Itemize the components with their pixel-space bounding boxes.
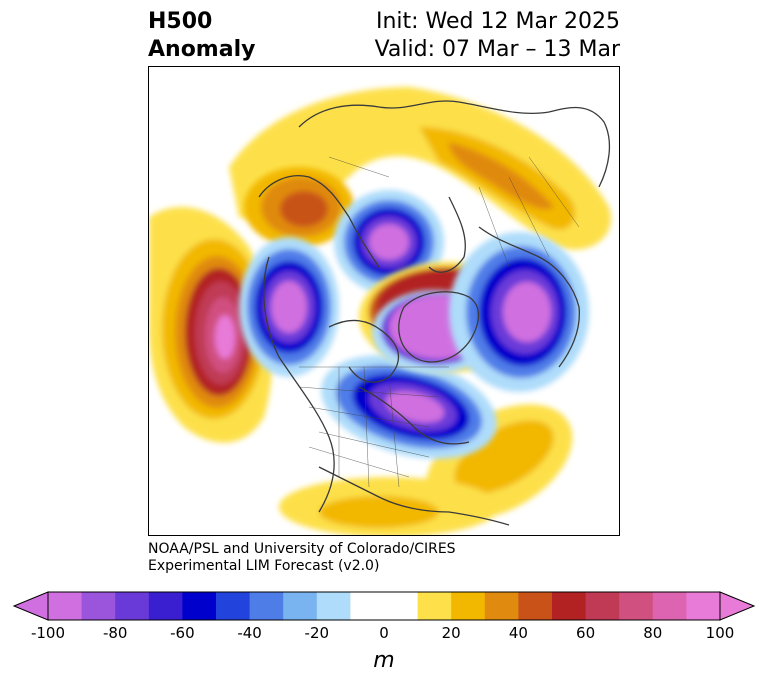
colorbar-segment <box>652 592 687 620</box>
colorbar-arrow-right <box>719 591 756 621</box>
colorbar-tick-label: -60 <box>170 624 195 642</box>
anomaly-north-pacific <box>149 207 273 443</box>
colorbar-segment <box>686 592 721 620</box>
title-left: H500 Anomaly <box>148 8 255 64</box>
title-field: Anomaly <box>148 37 256 62</box>
coastlines <box>258 100 611 526</box>
colorbar-tick-label: 60 <box>576 624 596 642</box>
init-date: Init: Wed 12 Mar 2025 <box>375 9 620 34</box>
map-svg <box>149 87 611 535</box>
colorbar-segment <box>249 592 284 620</box>
colorbar-segment <box>48 592 83 620</box>
anomaly-siberia <box>229 87 611 250</box>
anomaly-baffin-bay <box>334 190 444 294</box>
colorbar-tick-label: 100 <box>705 624 735 642</box>
colorbar-tick-label: -40 <box>237 624 262 642</box>
colorbar-arrow-left <box>12 591 49 621</box>
colorbar-tick-label: 40 <box>508 624 528 642</box>
valid-range: Valid: 07 Mar – 13 Mar <box>374 37 620 62</box>
credit-line-1: NOAA/PSL and University of Colorado/CIRE… <box>148 541 456 557</box>
colorbar-segment <box>384 592 419 620</box>
colorbar-tick-label: 20 <box>441 624 461 642</box>
colorbar-segment <box>552 592 587 620</box>
political-borders <box>298 156 580 488</box>
colorbar-ticks: -100 -80 -60 -40 -20 0 20 40 60 80 100 <box>0 624 768 648</box>
colorbar-tick-label: -20 <box>304 624 330 642</box>
colorbar-segment <box>316 592 351 620</box>
colorbar-segment <box>350 592 385 620</box>
colorbar-segment <box>417 592 452 620</box>
colorbar-segment <box>148 592 183 620</box>
colorbar-segment <box>216 592 251 620</box>
colorbar-segment <box>484 592 519 620</box>
anomaly-western-canada <box>239 237 339 377</box>
colorbar-segment <box>182 592 217 620</box>
colorbar-segment <box>619 592 654 620</box>
credit-text: NOAA/PSL and University of Colorado/CIRE… <box>148 541 456 575</box>
colorbar-segment <box>81 592 116 620</box>
colorbar <box>12 591 756 621</box>
colorbar-tick-label: 0 <box>379 624 389 642</box>
colorbar-segment <box>283 592 318 620</box>
colorbar-segment <box>585 592 620 620</box>
colorbar-tick-label: -100 <box>30 624 66 642</box>
colorbar-segment <box>115 592 150 620</box>
colorbar-tick-label: -80 <box>102 624 128 642</box>
colorbar-segment <box>518 592 553 620</box>
colorbar-tick-label: 80 <box>643 624 663 642</box>
anomaly-alaska <box>244 167 354 247</box>
title-right: Init: Wed 12 Mar 2025 Valid: 07 Mar – 13… <box>375 8 620 64</box>
anomaly-northern-europe <box>449 232 589 392</box>
title-variable: H500 <box>148 9 213 34</box>
credit-line-2: Experimental LIM Forecast (v2.0) <box>148 558 380 574</box>
colorbar-border <box>47 591 721 621</box>
colorbar-unit: m <box>373 648 395 673</box>
colorbar-segment <box>451 592 486 620</box>
anomaly-map <box>148 66 620 536</box>
